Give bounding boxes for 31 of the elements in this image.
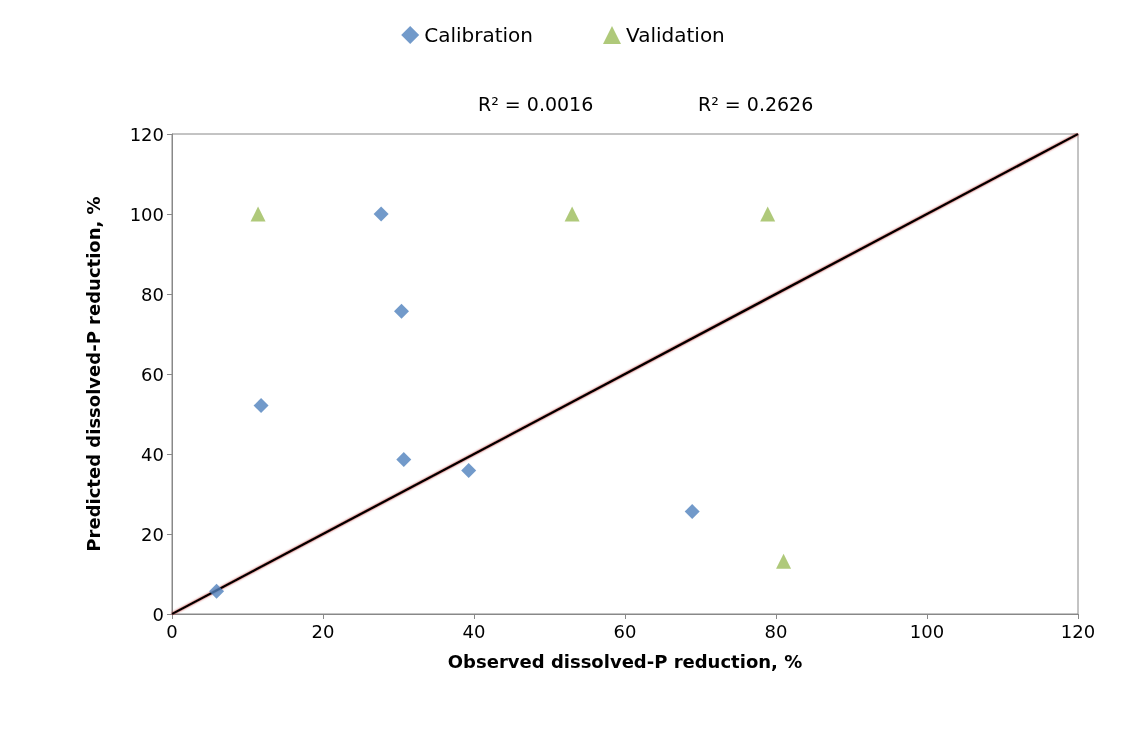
y-axis-title: Predicted dissolved-P reduction, % — [82, 196, 104, 552]
point — [396, 452, 412, 468]
y-tick-label: 20 — [141, 523, 164, 545]
legend-label: Validation — [626, 23, 725, 47]
y-tick-label: 80 — [141, 283, 164, 305]
y-tick-label: 100 — [129, 203, 164, 225]
point — [209, 583, 225, 599]
point — [461, 462, 477, 478]
text: R² = 0.0016 — [478, 92, 594, 115]
point — [564, 206, 580, 222]
legend-label: Calibration — [424, 23, 534, 47]
y-tick-label: 0 — [152, 603, 164, 625]
y-tick-label: 60 — [141, 363, 164, 385]
x-tick-label: 20 — [311, 620, 335, 642]
y-tick-label: 120 — [129, 123, 164, 145]
point — [394, 303, 410, 319]
point — [373, 206, 389, 222]
point — [253, 398, 269, 414]
x-tick-label: 40 — [462, 620, 486, 642]
x-axis-title: Observed dissolved-P reduction, % — [447, 650, 803, 672]
point — [760, 206, 776, 222]
point — [684, 504, 700, 520]
x-tick-label: 100 — [909, 620, 945, 642]
x-tick-label: 60 — [613, 620, 637, 642]
y-tick-label: 40 — [141, 443, 164, 465]
point — [250, 206, 266, 222]
x-tick-label: 120 — [1060, 620, 1096, 642]
x-tick-label: 80 — [764, 620, 788, 642]
x-tick-label: 0 — [166, 620, 178, 642]
point — [776, 553, 792, 569]
text: R² = 0.2626 — [698, 92, 814, 115]
